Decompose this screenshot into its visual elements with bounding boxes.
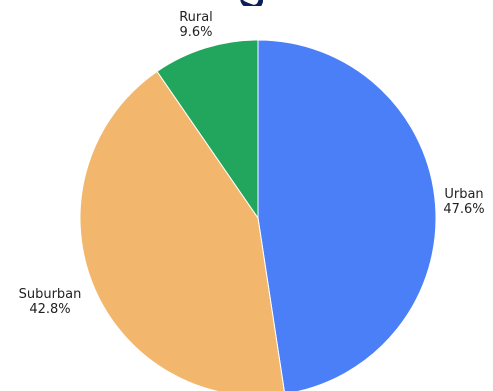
pie-slice-urban bbox=[257, 39, 437, 391]
slice-label-rural: Rural bbox=[179, 10, 213, 25]
slice-value-suburban: 42.8% bbox=[29, 302, 70, 317]
pie-slice-suburban bbox=[79, 70, 285, 391]
slice-value-urban: 47.6% bbox=[443, 202, 484, 217]
pie-slices bbox=[79, 39, 437, 391]
pie-slice-rural bbox=[156, 39, 259, 220]
slice-label-urban: Urban bbox=[444, 187, 483, 202]
slice-label-suburban: Suburban bbox=[19, 287, 82, 302]
slice-value-rural: 9.6% bbox=[179, 25, 212, 40]
